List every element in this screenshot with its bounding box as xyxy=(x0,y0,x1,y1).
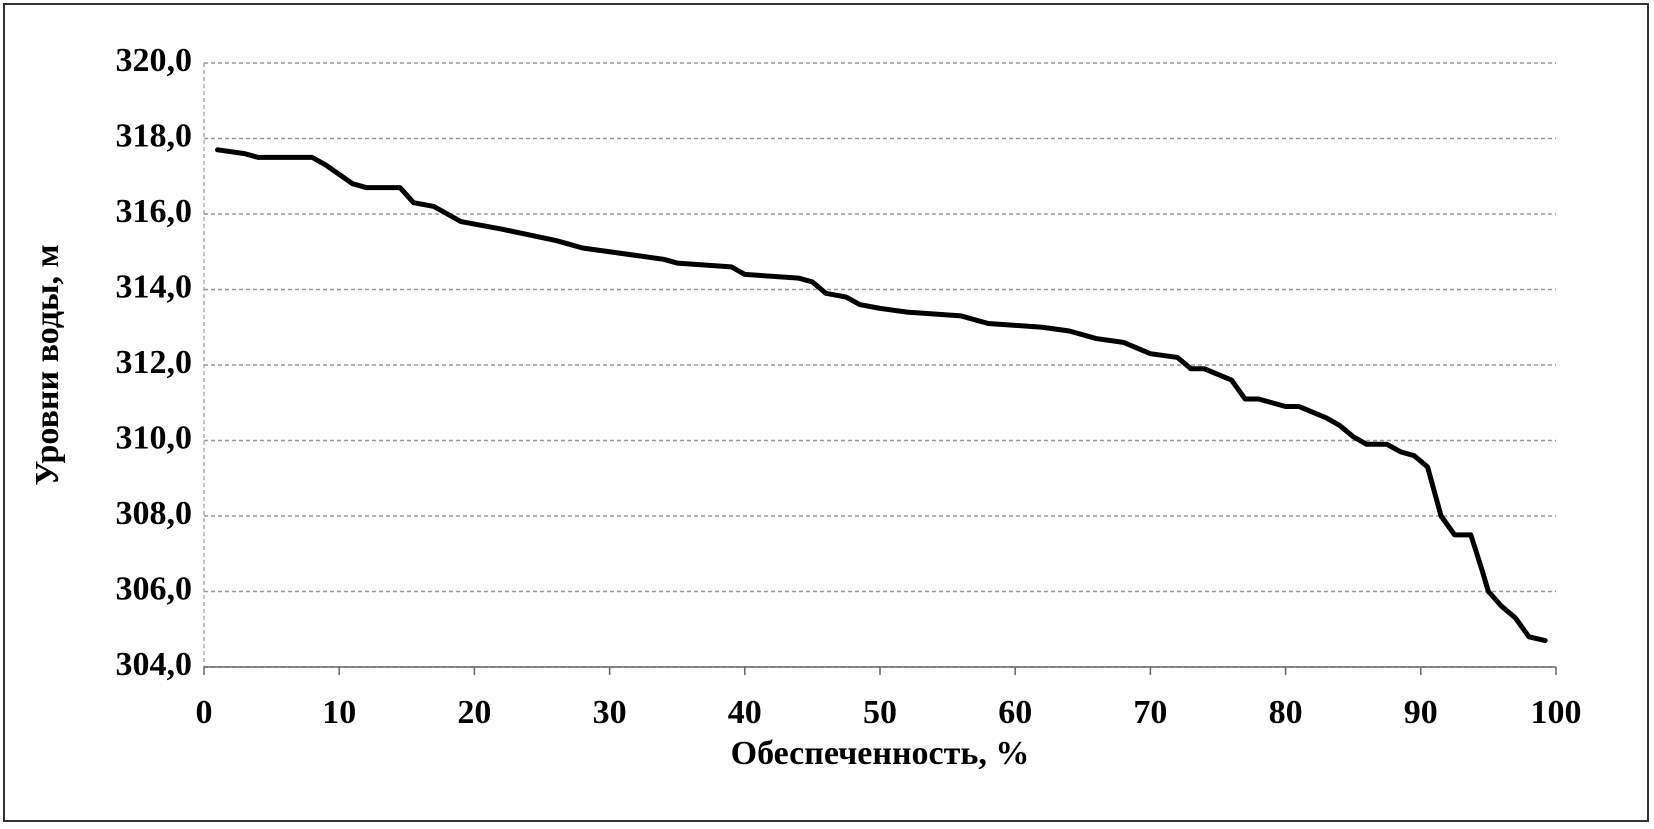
x-tick-label: 20 xyxy=(457,694,491,731)
x-tick-label: 50 xyxy=(863,694,897,731)
y-tick-label: 304,0 xyxy=(116,646,193,683)
y-axis-title: Уровни воды, м xyxy=(29,244,66,485)
x-tick-label: 40 xyxy=(728,694,762,731)
data-line xyxy=(215,147,1548,644)
x-axis-title: Обеспеченность, % xyxy=(731,735,1030,772)
x-tick-label: 100 xyxy=(1531,694,1582,731)
y-tick-label: 318,0 xyxy=(116,117,193,154)
x-tick-label: 10 xyxy=(322,694,356,731)
x-tick-label: 60 xyxy=(998,694,1032,731)
y-tick-label: 316,0 xyxy=(116,193,193,230)
x-tick-label: 90 xyxy=(1404,694,1438,731)
x-tick-label: 0 xyxy=(196,694,213,731)
y-tick-label: 306,0 xyxy=(116,570,193,607)
y-tick-label: 308,0 xyxy=(116,495,193,532)
y-tick-label: 310,0 xyxy=(116,419,193,456)
x-tick-label: 30 xyxy=(593,694,627,731)
frame xyxy=(3,3,1649,822)
y-tick-label: 314,0 xyxy=(116,268,193,305)
x-tick-label: 70 xyxy=(1133,694,1167,731)
y-tick-label: 320,0 xyxy=(116,42,193,79)
y-tick-label: 312,0 xyxy=(116,344,193,381)
x-tick-label: 80 xyxy=(1269,694,1303,731)
